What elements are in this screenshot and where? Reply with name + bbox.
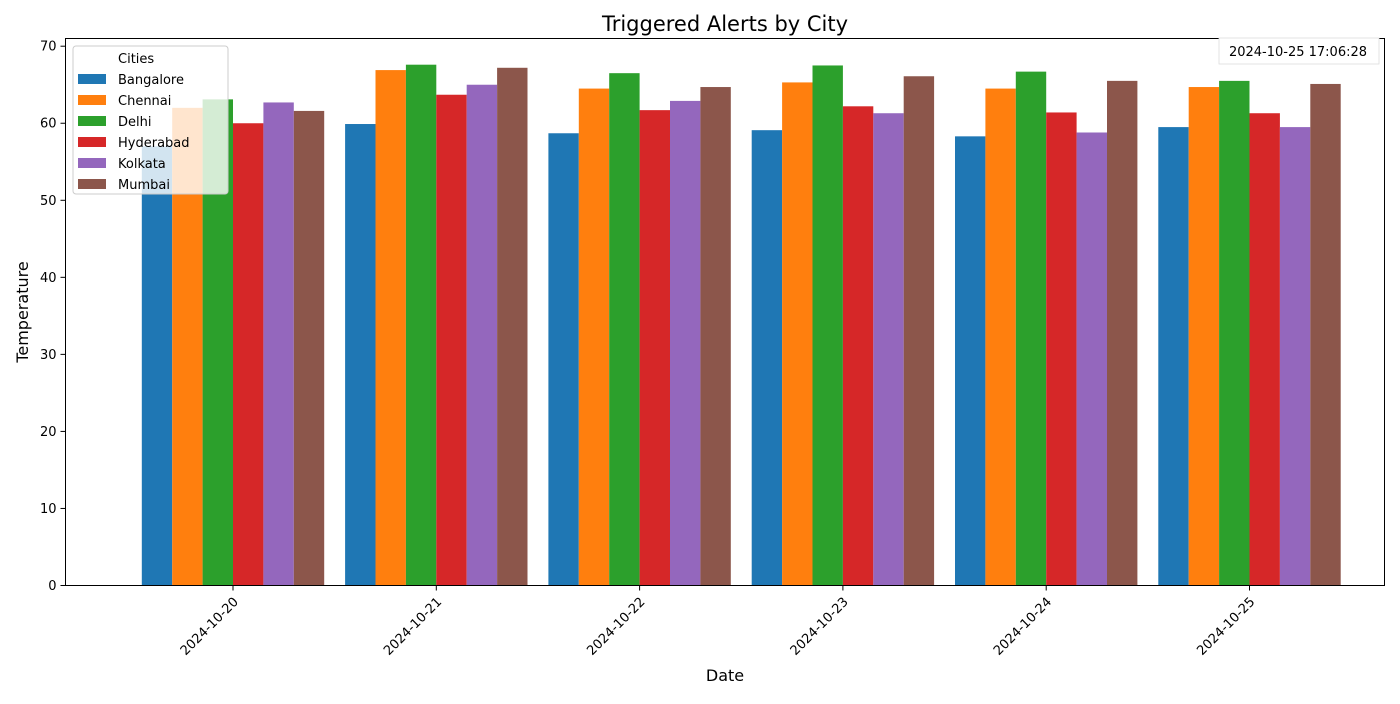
bar-kolkata-2024-10-21	[466, 84, 498, 586]
legend-label-mumbai: Mumbai	[118, 178, 170, 193]
bar-bangalore-2024-10-23	[751, 130, 783, 586]
legend-swatch-kolkata	[78, 158, 106, 168]
bar-kolkata-2024-10-24	[1076, 132, 1107, 586]
y-tick-label: 20	[40, 425, 57, 440]
x-ticks-group: 2024-10-20 2024-10-21 2024-10-22 2024-10-23…	[178, 585, 1258, 659]
legend-label-kolkata: Kolkata	[118, 157, 166, 172]
legend-box	[72, 45, 229, 195]
bar-hyderabad-2024-10-22	[639, 110, 670, 586]
bar-mumbai-2024-10-22	[700, 87, 731, 586]
bar-kolkata-2024-10-20	[263, 102, 294, 586]
bar-chennai-2024-10-23	[782, 82, 813, 586]
y-tick-label: 30	[40, 348, 57, 363]
bar-mumbai-2024-10-23	[903, 76, 935, 586]
legend-label-bangalore: Bangalore	[118, 73, 184, 88]
bar-bangalore-2024-10-25	[1158, 127, 1189, 586]
y-tick-label: 0	[48, 579, 56, 594]
y-tick-label: 50	[40, 194, 57, 209]
bar-hyderabad-2024-10-23	[842, 106, 874, 586]
bar-delhi-2024-10-23	[812, 65, 843, 586]
timestamp-box	[1218, 37, 1380, 65]
bar-hyderabad-2024-10-20	[233, 123, 264, 586]
bars-group	[141, 64, 1341, 586]
legend-swatch-delhi	[78, 116, 106, 126]
legend-label-delhi: Delhi	[118, 115, 151, 130]
x-tick-label: 2024-10-24	[991, 595, 1055, 659]
x-tick-label: 2024-10-20	[178, 595, 242, 659]
legend-swatch-bangalore	[78, 74, 106, 84]
legend-swatch-hyderabad	[78, 137, 106, 147]
bar-delhi-2024-10-22	[609, 73, 640, 586]
bar-kolkata-2024-10-25	[1279, 127, 1311, 586]
y-tick-label: 60	[40, 117, 57, 132]
timestamp-annotation: 2024-10-25 17:06:28	[1218, 37, 1380, 65]
bar-delhi-2024-10-25	[1219, 80, 1250, 586]
plot-frame	[65, 38, 1385, 586]
y-tick-label: 10	[40, 502, 57, 517]
x-tick-label: 2024-10-22	[584, 595, 648, 659]
legend-swatch-mumbai	[78, 179, 106, 189]
legend-label-hyderabad: Hyderabad	[118, 136, 190, 151]
x-axis-label: Date	[706, 666, 744, 685]
bar-chennai-2024-10-25	[1188, 87, 1220, 586]
bar-chennai-2024-10-21	[375, 70, 406, 586]
bar-chennai-2024-10-22	[578, 88, 610, 586]
chart-title: Triggered Alerts by City	[601, 12, 848, 36]
x-tick-label: 2024-10-25	[1194, 595, 1258, 659]
bar-bangalore-2024-10-22	[548, 133, 579, 586]
bar-kolkata-2024-10-22	[670, 100, 701, 586]
bar-hyderabad-2024-10-25	[1249, 113, 1280, 586]
bar-mumbai-2024-10-21	[497, 67, 528, 586]
y-tick-label: 70	[40, 40, 57, 55]
bar-delhi-2024-10-21	[405, 64, 437, 586]
bar-bangalore-2024-10-21	[345, 124, 376, 586]
bar-hyderabad-2024-10-21	[436, 94, 467, 586]
bar-chennai-2024-10-24	[985, 88, 1016, 586]
x-tick-label: 2024-10-21	[381, 595, 445, 659]
legend-label-chennai: Chennai	[118, 94, 171, 109]
y-axis-label: Temperature	[13, 261, 32, 363]
legend-swatch-chennai	[78, 95, 106, 105]
legend: Cities Bangalore Chennai Delhi Hyderabad Kolk…	[72, 45, 229, 195]
bar-bangalore-2024-10-24	[955, 136, 986, 586]
timestamp-text: 2024-10-25 17:06:28	[1229, 45, 1367, 60]
bar-bangalore-2024-10-20	[141, 146, 173, 586]
y-tick-label: 40	[40, 271, 57, 286]
y-ticks-group: 0 10 20 30 40 50 60 70	[40, 40, 66, 594]
bar-kolkata-2024-10-23	[873, 113, 904, 586]
bar-mumbai-2024-10-24	[1107, 80, 1138, 586]
x-tick-label: 2024-10-23	[788, 595, 852, 659]
legend-title: Cities	[118, 52, 154, 67]
bar-mumbai-2024-10-20	[293, 110, 325, 586]
bar-hyderabad-2024-10-24	[1046, 112, 1077, 586]
bar-mumbai-2024-10-25	[1310, 83, 1341, 586]
bar-delhi-2024-10-24	[1015, 71, 1047, 586]
